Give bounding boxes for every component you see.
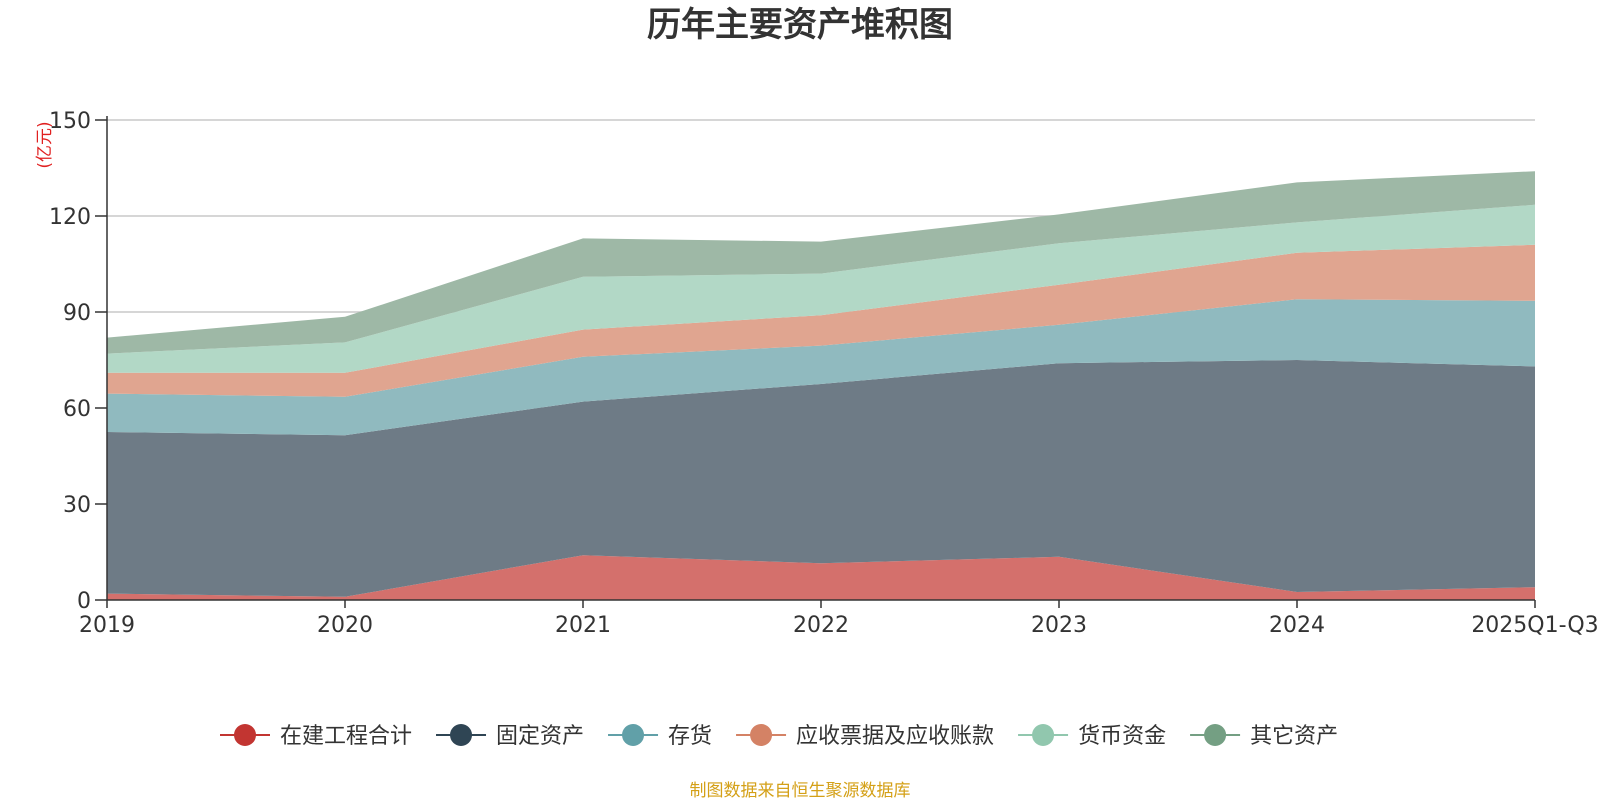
legend-marker <box>450 724 473 746</box>
y-tick-label: 120 <box>49 205 91 230</box>
legend-item[interactable]: 货币资金 <box>1018 724 1166 749</box>
x-tick-label: 2025Q1-Q3 <box>1471 613 1598 638</box>
x-tick-label: 2021 <box>555 613 611 638</box>
area-series-6 <box>107 171 1535 354</box>
y-tick-label: 0 <box>77 589 91 614</box>
legend-label: 固定资产 <box>496 724 584 749</box>
legend-marker <box>750 724 773 746</box>
legend-marker <box>1032 724 1055 746</box>
x-tick-label: 2023 <box>1031 613 1087 638</box>
area-series-1 <box>107 555 1535 600</box>
x-tick-label: 2024 <box>1269 613 1325 638</box>
area-series-3 <box>107 299 1535 436</box>
area-series-5 <box>107 204 1535 373</box>
legend[interactable]: 在建工程合计 固定资产 存货 应收票据及应收账款 货币资金 其它资产 <box>220 724 1338 749</box>
legend-item[interactable]: 应收票据及应收账款 <box>736 724 994 749</box>
data-source-note: 制图数据来自恒生聚源数据库 <box>690 781 911 800</box>
legend-item[interactable]: 固定资产 <box>436 724 584 749</box>
legend-marker <box>622 724 645 746</box>
area-series-2 <box>107 360 1535 597</box>
legend-label: 存货 <box>668 724 712 749</box>
x-tick-label: 2022 <box>793 613 849 638</box>
y-tick-label: 30 <box>63 493 91 518</box>
x-tick-label: 2019 <box>79 613 135 638</box>
legend-marker <box>234 724 256 746</box>
series-areas <box>107 171 1535 600</box>
legend-label: 货币资金 <box>1078 724 1166 749</box>
legend-label: 应收票据及应收账款 <box>796 724 994 749</box>
legend-label: 其它资产 <box>1250 724 1338 749</box>
legend-label: 在建工程合计 <box>280 724 412 749</box>
y-axis-unit: (亿元) <box>35 121 55 168</box>
legend-item[interactable]: 存货 <box>608 724 712 749</box>
legend-item[interactable]: 在建工程合计 <box>220 724 412 749</box>
axes: 0 30 60 90 120 150 2019 2020 2021 2022 2023 2024 202… <box>49 109 1599 638</box>
area-series-4 <box>107 244 1535 397</box>
y-tick-label: 60 <box>63 397 91 422</box>
y-tick-label: 150 <box>49 109 91 134</box>
legend-marker <box>1204 724 1227 746</box>
x-tick-label: 2020 <box>317 613 373 638</box>
chart-title: 历年主要资产堆积图 <box>647 5 953 45</box>
legend-item[interactable]: 其它资产 <box>1190 724 1338 749</box>
y-tick-label: 90 <box>63 301 91 326</box>
